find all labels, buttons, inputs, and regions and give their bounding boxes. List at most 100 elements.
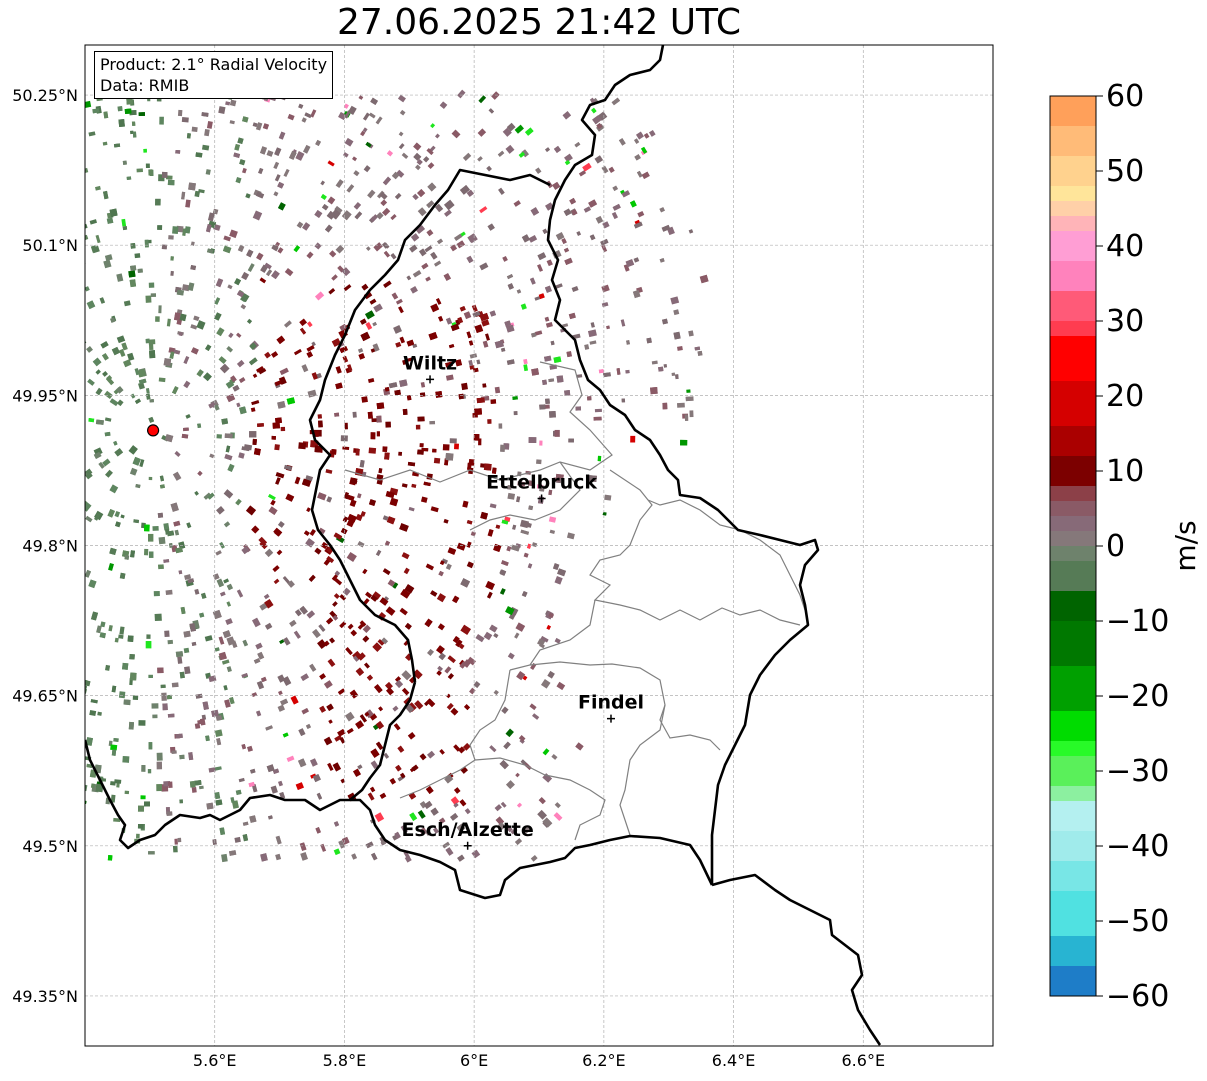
- echo-pixel: [309, 430, 314, 435]
- echo-pixel: [207, 212, 215, 222]
- echo-pixel: [388, 382, 398, 389]
- echo-pixel: [469, 365, 475, 370]
- lat-tick-label: 49.65°N: [12, 687, 78, 706]
- echo-pixel: [376, 431, 380, 437]
- echo-pixel: [116, 273, 124, 282]
- echo-pixel: [251, 692, 258, 697]
- echo-pixel: [304, 112, 312, 119]
- echo-pixel: [371, 852, 378, 861]
- echo-pixel: [326, 496, 333, 503]
- echo-pixel: [241, 546, 250, 555]
- echo-pixel: [334, 206, 343, 214]
- echo-pixel: [130, 242, 136, 249]
- echo-pixel: [88, 417, 95, 423]
- echo-pixel: [148, 416, 155, 423]
- echo-pixel: [520, 529, 530, 535]
- echo-pixel: [506, 274, 514, 280]
- echo-pixel: [80, 549, 85, 554]
- echo-pixel: [272, 422, 280, 429]
- echo-pixel: [386, 150, 393, 157]
- echo-pixel: [519, 519, 530, 529]
- echo-pixel: [499, 588, 506, 595]
- echo-pixel: [126, 97, 133, 105]
- echo-pixel: [373, 242, 383, 252]
- echo-pixel: [153, 590, 160, 597]
- echo-pixel: [327, 196, 336, 205]
- echo-pixel: [226, 346, 234, 353]
- echo-pixel: [505, 728, 514, 738]
- echo-pixel: [173, 520, 181, 527]
- echo-pixel: [78, 127, 84, 136]
- echo-pixel: [352, 477, 358, 483]
- echo-pixel: [252, 122, 258, 127]
- echo-pixel: [234, 143, 241, 151]
- echo-pixel: [273, 527, 283, 537]
- echo-pixel: [256, 680, 265, 690]
- echo-pixel: [319, 705, 326, 713]
- echo-pixel: [85, 100, 92, 108]
- echo-pixel: [576, 231, 582, 237]
- echo-pixel: [128, 270, 136, 278]
- echo-pixel: [417, 416, 425, 422]
- echo-pixel: [241, 271, 250, 281]
- echo-pixel: [564, 153, 573, 163]
- echo-pixel: [515, 772, 520, 778]
- echo-pixel: [280, 426, 286, 432]
- echo-pixel: [463, 311, 472, 320]
- echo-pixel: [542, 379, 548, 385]
- echo-pixel: [412, 193, 419, 201]
- echo-pixel: [342, 516, 349, 523]
- echo-pixel: [327, 160, 335, 167]
- echo-pixel: [686, 389, 691, 393]
- echo-pixel: [160, 684, 166, 689]
- echo-pixel: [298, 758, 307, 768]
- echo-pixel: [673, 331, 681, 340]
- echo-pixel: [278, 690, 283, 696]
- echo-pixel: [85, 197, 86, 202]
- echo-pixel: [347, 513, 357, 523]
- echo-pixel: [323, 736, 333, 746]
- echo-pixel: [172, 226, 179, 234]
- echo-pixel: [399, 523, 409, 532]
- echo-pixel: [611, 211, 619, 220]
- echo-pixel: [312, 773, 321, 783]
- echo-pixel: [211, 709, 219, 717]
- echo-pixel: [531, 368, 540, 376]
- echo-pixel: [540, 679, 551, 689]
- echo-pixel: [145, 163, 150, 169]
- echo-pixel: [542, 773, 552, 783]
- echo-pixel: [318, 527, 326, 535]
- echo-pixel: [601, 165, 609, 174]
- echo-pixel: [179, 799, 183, 804]
- echo-pixel: [215, 278, 224, 288]
- lat-tick-label: 50.25°N: [12, 86, 78, 105]
- echo-pixel: [116, 399, 124, 407]
- echo-pixel: [216, 738, 222, 746]
- echo-pixel: [235, 498, 242, 506]
- echo-pixel: [435, 297, 442, 305]
- echo-pixel: [328, 719, 333, 724]
- echo-pixel: [457, 316, 464, 324]
- echo-pixel: [256, 710, 262, 717]
- echo-pixel: [123, 300, 131, 307]
- echo-pixel: [157, 225, 163, 230]
- echo-pixel: [105, 376, 115, 386]
- lon-tick-label: 6.2°E: [582, 1051, 626, 1070]
- echo-pixel: [357, 652, 366, 661]
- echo-pixel: [516, 671, 526, 681]
- echo-pixel: [148, 674, 153, 679]
- echo-pixel: [602, 221, 610, 229]
- echo-pixel: [513, 411, 518, 416]
- echo-pixel: [557, 568, 567, 577]
- echo-pixel: [389, 777, 397, 785]
- echo-pixel: [276, 335, 286, 345]
- echo-pixel: [138, 112, 146, 117]
- echo-pixel: [497, 150, 505, 157]
- echo-pixel: [368, 447, 377, 454]
- echo-pixel: [438, 315, 444, 322]
- echo-pixel: [198, 785, 204, 790]
- echo-pixel: [219, 363, 230, 374]
- echo-pixel: [223, 684, 228, 691]
- echo-pixel: [299, 318, 308, 327]
- echo-pixel: [320, 194, 327, 200]
